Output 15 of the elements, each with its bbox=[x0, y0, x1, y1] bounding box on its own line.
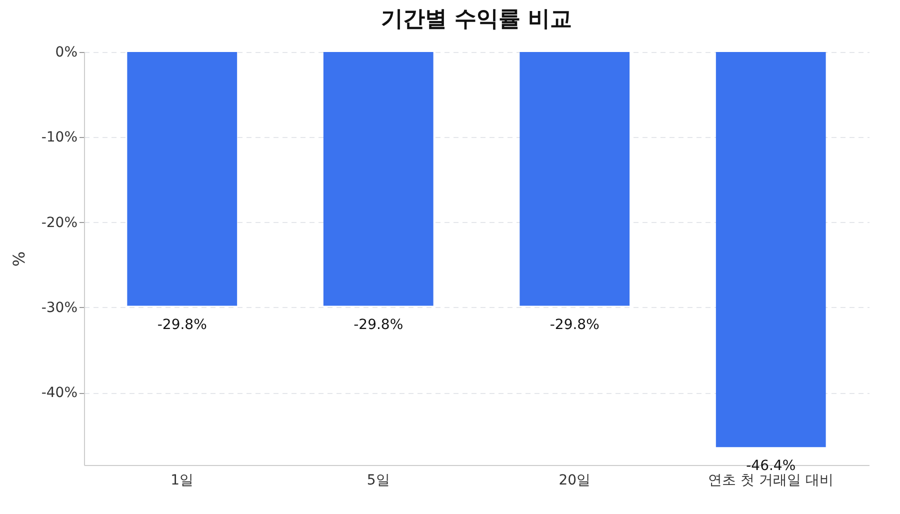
data-label: -29.8% bbox=[550, 316, 600, 333]
y-tick-label: -20% bbox=[41, 214, 78, 231]
data-label: -46.4% bbox=[746, 458, 796, 474]
chart-title: 기간별 수익률 비교 bbox=[380, 7, 572, 32]
x-tick-label: 연초 첫 거래일 대비 bbox=[708, 472, 834, 488]
y-tick-label: -40% bbox=[41, 385, 78, 402]
y-tick-label: -30% bbox=[41, 300, 78, 316]
y-tick-label: -10% bbox=[41, 130, 78, 146]
x-tick-label: 20일 bbox=[558, 472, 591, 488]
data-label: -29.8% bbox=[354, 316, 404, 333]
y-axis-title: % bbox=[9, 251, 28, 267]
data-label: -29.8% bbox=[157, 316, 207, 333]
x-tick-label: 1일 bbox=[170, 472, 194, 488]
y-tick-label: 0% bbox=[55, 44, 78, 60]
x-tick-label: 5일 bbox=[366, 472, 390, 488]
